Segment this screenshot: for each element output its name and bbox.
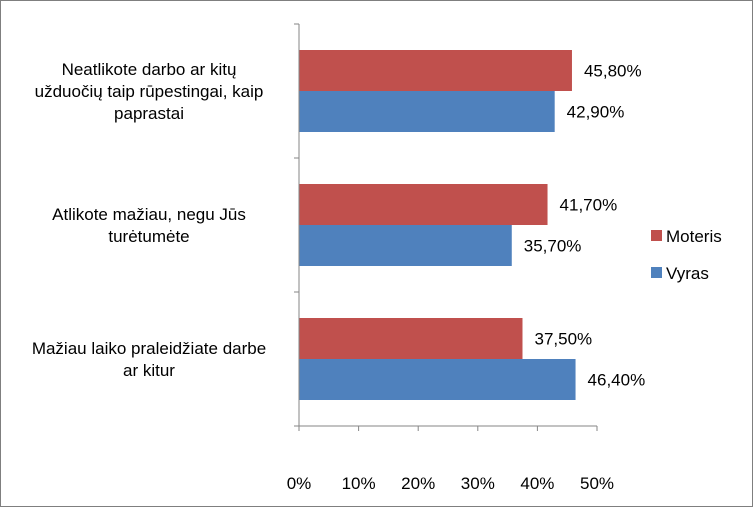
bar-moteris-2 — [299, 318, 523, 359]
legend-swatch-vyras — [651, 267, 662, 278]
data-label-moteris-1: 41,70% — [560, 196, 618, 215]
x-tick-label-2: 20% — [401, 474, 435, 493]
bar-vyras-2 — [299, 359, 576, 400]
category-label-0-line-2: paprastai — [114, 104, 184, 123]
legend-label-moteris: Moteris — [666, 227, 722, 246]
legend-label-vyras: Vyras — [666, 264, 709, 283]
category-label-0-line-1: užduočių taip rūpestingai, kaip — [35, 82, 264, 101]
category-label-2-line-1: ar kitur — [123, 361, 175, 380]
x-tick-label-5: 50% — [580, 474, 614, 493]
x-tick-label-3: 30% — [461, 474, 495, 493]
category-label-0-line-0: Neatlikote darbo ar kitų — [62, 60, 237, 79]
bar-moteris-1 — [299, 184, 548, 225]
bar-vyras-1 — [299, 225, 512, 266]
category-label-1-line-1: turėtumėte — [108, 227, 189, 246]
bar-moteris-0 — [299, 50, 572, 91]
data-label-moteris-0: 45,80% — [584, 62, 642, 81]
data-label-vyras-0: 42,90% — [567, 103, 625, 122]
data-label-moteris-2: 37,50% — [535, 330, 593, 349]
category-label-1-line-0: Atlikote mažiau, negu Jūs — [52, 205, 246, 224]
legend-swatch-moteris — [651, 230, 662, 241]
data-label-vyras-1: 35,70% — [524, 237, 582, 256]
category-label-2-line-0: Mažiau laiko praleidžiate darbe — [32, 339, 266, 358]
x-tick-label-1: 10% — [342, 474, 376, 493]
x-tick-label-4: 40% — [520, 474, 554, 493]
bar-vyras-0 — [299, 91, 555, 132]
x-tick-label-0: 0% — [287, 474, 312, 493]
data-label-vyras-2: 46,40% — [588, 371, 646, 390]
